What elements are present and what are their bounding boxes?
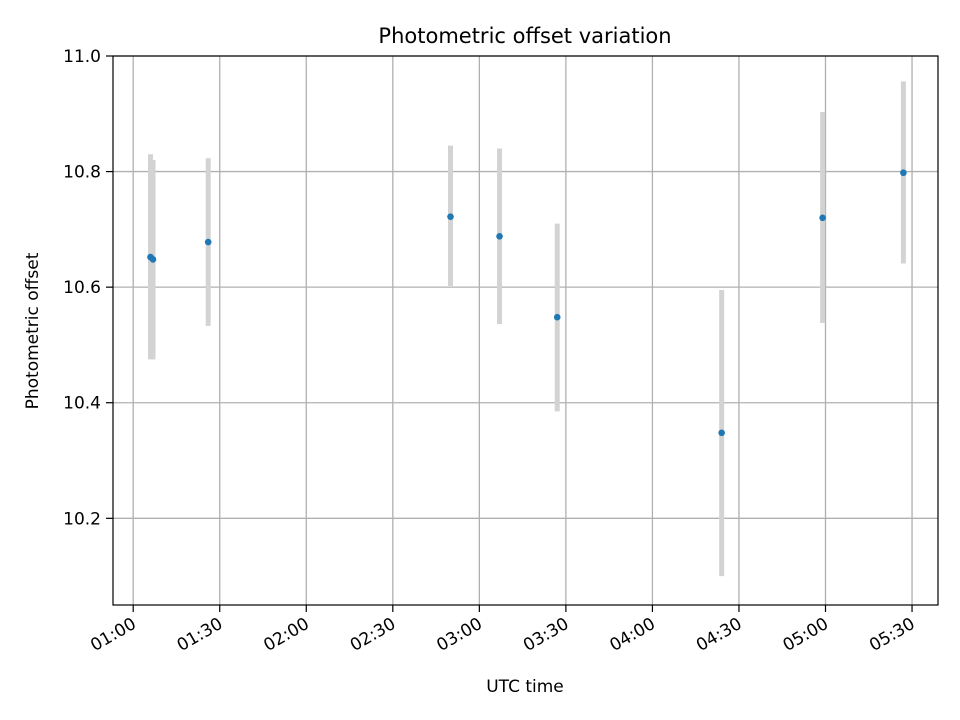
chart-title: Photometric offset variation [378,24,671,48]
y-tick-label: 10.6 [63,278,101,298]
data-point [496,233,503,240]
data-point [553,313,561,321]
data-point [149,256,157,263]
y-tick-label: 11.0 [63,47,101,67]
y-tick-label: 10.2 [63,509,101,529]
data-point [447,213,454,220]
y-tick-label: 10.8 [63,163,101,183]
data-points [147,169,907,437]
data-point [204,238,212,246]
y-axis-label: Photometric offset [23,252,43,409]
plot-area-frame [112,55,939,606]
y-tick-label: 10.4 [63,394,101,414]
data-point [900,169,907,177]
grid-lines [113,55,938,605]
x-axis-label: UTC time [486,677,564,697]
data-point [718,429,725,437]
data-point [819,214,826,222]
